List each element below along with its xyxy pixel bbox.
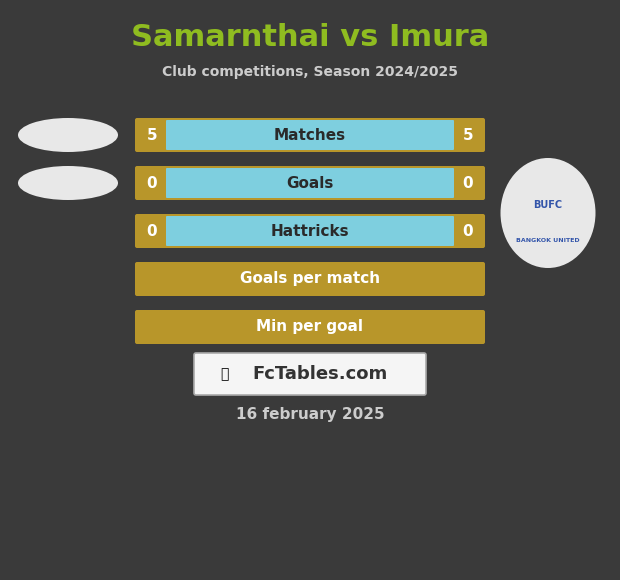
Text: Hattricks: Hattricks [271, 223, 349, 238]
Text: Goals per match: Goals per match [240, 271, 380, 287]
Text: Samarnthai vs Imura: Samarnthai vs Imura [131, 24, 489, 53]
Text: Min per goal: Min per goal [257, 320, 363, 335]
Text: 📊: 📊 [220, 367, 228, 381]
FancyBboxPatch shape [135, 118, 485, 152]
Text: Matches: Matches [274, 128, 346, 143]
Text: 0: 0 [147, 176, 157, 190]
FancyBboxPatch shape [135, 214, 485, 248]
Text: BUFC: BUFC [533, 200, 562, 210]
FancyBboxPatch shape [166, 120, 454, 150]
FancyBboxPatch shape [135, 262, 485, 296]
Text: BANGKOK UNITED: BANGKOK UNITED [516, 238, 580, 244]
Text: 0: 0 [147, 223, 157, 238]
FancyBboxPatch shape [135, 310, 485, 344]
FancyBboxPatch shape [166, 168, 454, 198]
Ellipse shape [18, 166, 118, 200]
Text: 0: 0 [463, 176, 473, 190]
Text: Goals: Goals [286, 176, 334, 190]
FancyBboxPatch shape [135, 166, 485, 200]
Text: Club competitions, Season 2024/2025: Club competitions, Season 2024/2025 [162, 65, 458, 79]
Text: 5: 5 [147, 128, 157, 143]
Text: 5: 5 [463, 128, 473, 143]
Text: 0: 0 [463, 223, 473, 238]
FancyBboxPatch shape [194, 353, 426, 395]
Ellipse shape [500, 158, 595, 268]
Ellipse shape [18, 118, 118, 152]
Text: FcTables.com: FcTables.com [252, 365, 388, 383]
Text: 16 february 2025: 16 february 2025 [236, 408, 384, 422]
FancyBboxPatch shape [166, 216, 454, 246]
